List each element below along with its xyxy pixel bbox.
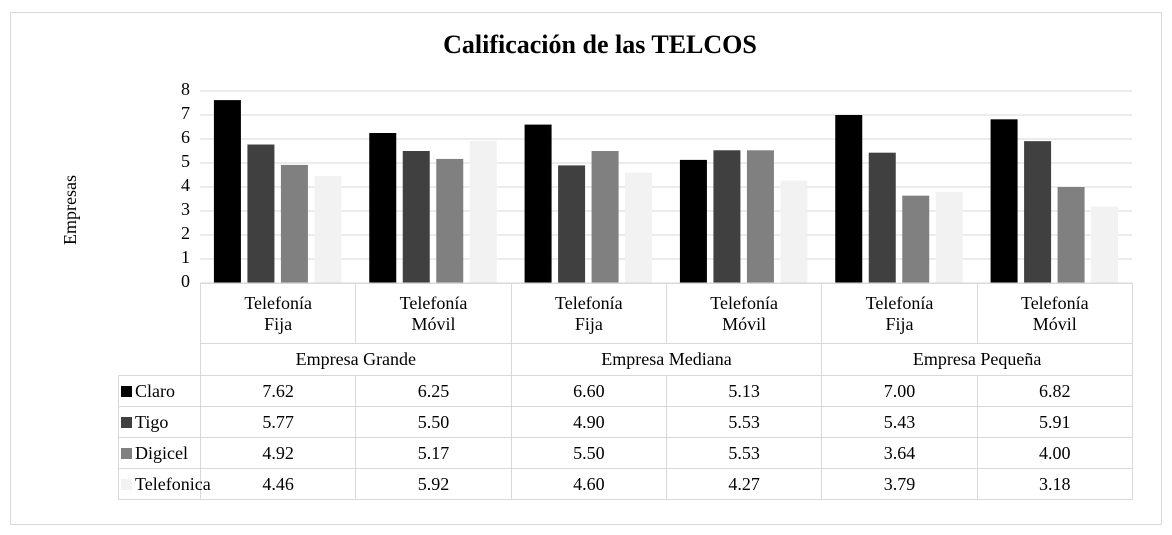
legend-swatch — [121, 385, 132, 397]
bar — [280, 164, 308, 283]
bar — [625, 172, 653, 283]
legend-label: Tigo — [135, 411, 169, 432]
bar — [469, 140, 497, 283]
x-tick-label: Telefonía Fija — [199, 283, 357, 344]
data-label: 5.50 — [510, 437, 667, 469]
bar — [902, 195, 930, 283]
x-tick-label: Telefonía Fija — [821, 283, 978, 344]
data-label: 5.17 — [355, 437, 512, 469]
legend-swatch — [121, 447, 132, 459]
data-label: 5.53 — [665, 437, 823, 469]
bar — [935, 192, 963, 283]
data-label: 3.79 — [821, 468, 978, 500]
y-axis-label: Empresas — [60, 175, 80, 245]
data-row: Digicel 4.92 5.17 5.50 5.53 3.64 4.00 — [118, 437, 1133, 469]
data-row: Telefonica 4.46 5.92 4.60 4.27 3.79 3.18 — [118, 468, 1133, 500]
bar — [436, 158, 464, 283]
y-tick-label: 7 — [181, 103, 190, 123]
data-label: 5.92 — [355, 468, 512, 500]
bar — [369, 133, 397, 283]
bar — [746, 150, 774, 283]
y-tick-label: 2 — [181, 223, 190, 243]
data-label: 5.43 — [821, 406, 978, 438]
y-tick-label: 3 — [181, 199, 190, 219]
bar — [990, 119, 1018, 283]
y-tick-label: 0 — [181, 271, 190, 291]
bar — [868, 152, 896, 283]
chart-frame — [10, 12, 1162, 525]
category-row: Telefonía Fija Telefonía Móvil Telefonía F… — [119, 283, 1133, 344]
chart-title: Calificación de las TELCOS — [443, 30, 757, 59]
y-tick-label: 8 — [181, 79, 190, 99]
bar — [591, 151, 619, 283]
bar — [1091, 206, 1119, 283]
bar — [1057, 187, 1085, 283]
x-tick-label: Telefonía Móvil — [976, 283, 1133, 344]
blank-cell — [119, 344, 201, 376]
group-label: Empresa Pequeña — [821, 343, 1133, 376]
data-label: 6.60 — [510, 375, 667, 407]
y-tick-label: 6 — [181, 127, 190, 147]
legend-swatch — [121, 478, 132, 490]
bar — [835, 115, 863, 283]
legend-label: Telefonica — [135, 473, 211, 494]
data-label: 6.82 — [976, 375, 1133, 407]
x-tick-label: Telefonía Fija — [510, 283, 667, 344]
data-label: 4.46 — [199, 468, 357, 500]
group-row: Empresa Grande Empresa Mediana Empresa Peq… — [119, 343, 1133, 376]
bar — [524, 124, 552, 283]
y-tick-label: 4 — [181, 175, 190, 195]
data-label: 4.92 — [199, 437, 357, 469]
y-tick-label: 5 — [181, 151, 190, 171]
legend-label: Claro — [135, 380, 175, 401]
legend-cell: Digicel — [118, 437, 201, 469]
data-label: 4.27 — [665, 468, 823, 500]
bar — [713, 150, 741, 283]
group-label: Empresa Mediana — [510, 343, 823, 376]
legend-cell: Claro — [118, 375, 201, 407]
data-label: 6.25 — [355, 375, 512, 407]
bar — [679, 159, 707, 283]
data-label: 5.13 — [665, 375, 823, 407]
data-label: 7.62 — [199, 375, 357, 407]
blank-cell — [119, 284, 201, 344]
bar — [1024, 141, 1052, 283]
data-label: 5.50 — [355, 406, 512, 438]
bar — [558, 165, 586, 283]
data-row: Claro 7.62 6.25 6.60 5.13 7.00 6.82 — [118, 375, 1133, 407]
bar — [314, 175, 342, 283]
data-table: Telefonía Fija Telefonía Móvil Telefonía F… — [118, 283, 1133, 500]
y-tick-label: 1 — [181, 247, 190, 267]
group-label: Empresa Grande — [200, 343, 512, 376]
data-label: 7.00 — [821, 375, 978, 407]
data-row: Tigo 5.77 5.50 4.90 5.53 5.43 5.91 — [118, 406, 1133, 438]
bar — [213, 100, 241, 284]
bar — [402, 151, 430, 283]
data-label: 4.90 — [510, 406, 667, 438]
legend-cell: Tigo — [118, 406, 201, 438]
legend-label: Digicel — [135, 442, 188, 463]
data-label: 3.64 — [821, 437, 978, 469]
data-label: 4.00 — [976, 437, 1133, 469]
x-tick-label: Telefonía Móvil — [665, 283, 823, 344]
data-label: 5.91 — [976, 406, 1133, 438]
legend-swatch — [121, 416, 132, 428]
bar — [247, 144, 275, 283]
legend-cell: Telefonica — [118, 468, 211, 500]
data-label: 4.60 — [510, 468, 667, 500]
data-label: 3.18 — [976, 468, 1133, 500]
bar — [780, 180, 808, 283]
data-label: 5.53 — [665, 406, 823, 438]
x-tick-label: Telefonía Móvil — [355, 283, 512, 344]
data-label: 5.77 — [199, 406, 357, 438]
